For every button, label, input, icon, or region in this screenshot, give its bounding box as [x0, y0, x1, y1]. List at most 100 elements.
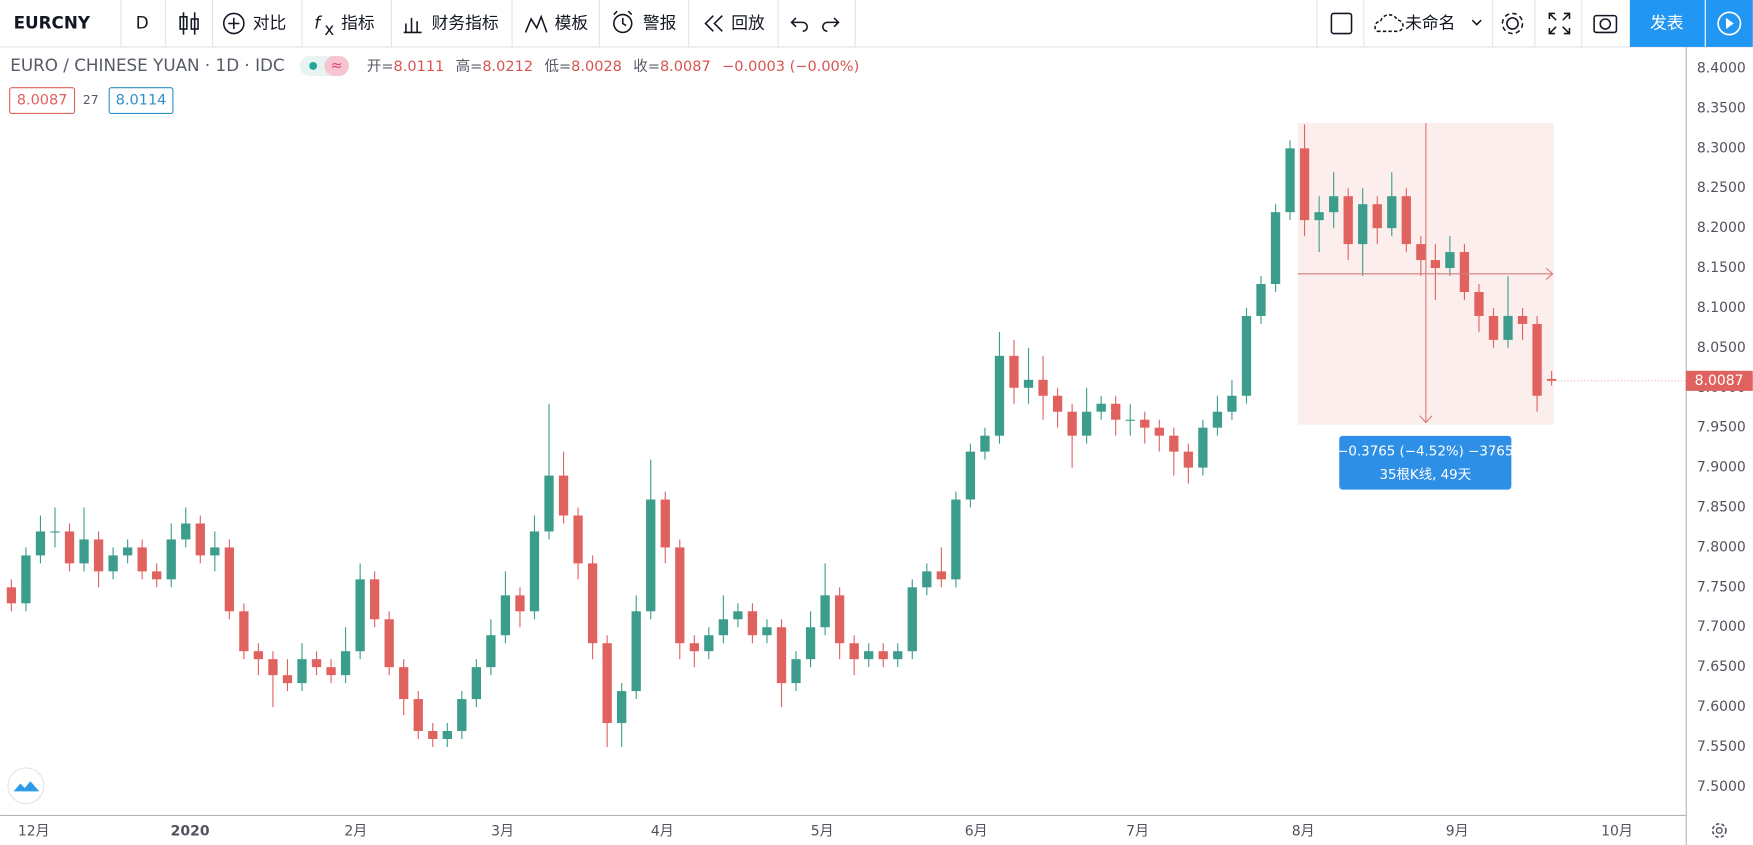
candle-body: [500, 595, 511, 636]
ask-box: [108, 87, 174, 115]
candle-body: [152, 571, 162, 580]
candle-body: [747, 611, 758, 636]
replay-button[interactable]: 回放: [731, 12, 765, 32]
y-tick-label: 8.1500: [1697, 260, 1746, 276]
x-tick-label: 7月: [1126, 824, 1149, 840]
fullscreen-button[interactable]: [1548, 12, 1571, 35]
axis-settings-center: [1715, 827, 1723, 834]
candle-body: [268, 659, 278, 676]
templates-button[interactable]: 模板: [555, 12, 589, 32]
y-tick-label: 7.7000: [1697, 619, 1746, 635]
publish-label[interactable]: 发表: [1650, 12, 1684, 32]
candle-body: [122, 547, 133, 556]
candle-body: [980, 435, 990, 452]
y-tick-label: 7.6500: [1697, 659, 1746, 675]
ohlc-legend: 开=8.0111 高=8.0212 低=8.0028 收=8.0087 −0.0…: [367, 58, 859, 75]
interval-button[interactable]: D: [136, 12, 149, 32]
candle-body: [137, 547, 147, 572]
layout-dropdown[interactable]: [1471, 19, 1482, 26]
candle-body: [689, 643, 699, 652]
candle-body: [1256, 284, 1266, 316]
y-tick-label: 7.5500: [1697, 739, 1746, 755]
fullscreen-select-button[interactable]: [1330, 12, 1353, 35]
x-tick-label: 8月: [1292, 824, 1315, 840]
logo[interactable]: [7, 767, 45, 805]
candle-body: [776, 627, 787, 684]
candle-body: [79, 539, 89, 564]
candle-body: [428, 731, 438, 739]
candle-body: [646, 499, 656, 612]
chart-area: −0.3765 (−4.52%) −3765 35根K线, 49天 EURO /…: [0, 46, 1753, 845]
spread: 27: [83, 93, 99, 107]
series-title: EURO / CHINESE YUAN · 1D · IDC: [10, 55, 284, 75]
symbol-button[interactable]: EURCNY: [14, 12, 91, 32]
candle-body: [544, 475, 554, 532]
candle-body: [864, 651, 874, 660]
candle-body: [617, 691, 627, 724]
candle-body: [907, 587, 917, 652]
candles: [6, 124, 1557, 747]
candle-body: [1343, 196, 1353, 245]
snapshot-button[interactable]: [1593, 14, 1618, 34]
candle-body: [195, 523, 205, 556]
x-tick-label: 6月: [965, 824, 988, 840]
candle-body: [602, 643, 612, 724]
candle-body: [704, 635, 714, 652]
settings-button[interactable]: [1506, 17, 1519, 30]
candle-body: [1241, 315, 1252, 396]
candle-body: [573, 515, 583, 564]
ask-price: 8.0114: [116, 93, 167, 109]
compare-button[interactable]: 对比: [253, 12, 287, 32]
candle-body: [878, 651, 888, 660]
indicators-icon-x: x: [324, 19, 334, 39]
low-label: 低=: [544, 58, 571, 75]
change-value: −0.0003 (−0.00%): [722, 59, 859, 75]
candle-body: [1430, 260, 1441, 269]
candle-body: [805, 627, 816, 660]
candle-body: [1329, 196, 1339, 213]
candle-body: [1154, 427, 1164, 436]
candle-body: [239, 611, 249, 652]
x-tick-label: 2月: [344, 824, 367, 840]
y-tick-label: 7.9500: [1697, 420, 1746, 436]
delayed-icon: ≈: [331, 58, 343, 74]
high-value: 8.0212: [482, 59, 533, 75]
candle-body: [6, 587, 17, 604]
undo-button[interactable]: [790, 17, 808, 33]
candle-body: [675, 547, 685, 644]
cloud-icon: [1374, 14, 1404, 33]
candle-body: [791, 659, 801, 684]
redo-button[interactable]: [822, 17, 840, 33]
candle-body: [311, 659, 322, 668]
chart-style-button[interactable]: [179, 12, 199, 35]
axis-settings-button[interactable]: [1711, 822, 1727, 838]
x-tick-label: 3月: [491, 824, 514, 840]
candle-body: [1023, 379, 1034, 388]
candle-body: [1212, 411, 1223, 428]
logo-mark: [13, 781, 40, 792]
y-tick-label: 8.1000: [1697, 300, 1746, 316]
candle-body: [1299, 148, 1310, 221]
alerts-icon-hands: [613, 10, 633, 27]
candle-body: [93, 539, 104, 572]
candle-body: [457, 699, 467, 732]
financials-button[interactable]: 财务指标: [432, 12, 499, 32]
candle-body: [1111, 403, 1121, 420]
publish-button[interactable]: [1629, 0, 1705, 47]
y-tick-label: 8.4000: [1697, 60, 1746, 76]
side-panel-icon: [1717, 11, 1742, 36]
y-tick-label: 8.3000: [1697, 140, 1746, 156]
y-tick-label: 7.8000: [1697, 539, 1746, 555]
candle-body: [1488, 315, 1499, 340]
indicators-button[interactable]: 指标: [341, 12, 375, 32]
y-tick-label: 7.7500: [1697, 579, 1746, 595]
alerts-button[interactable]: 警报: [643, 12, 677, 32]
candle-body: [326, 667, 336, 676]
y-tick-label: 8.0500: [1697, 340, 1746, 356]
layout-name-button[interactable]: 未命名: [1405, 12, 1455, 32]
candle-body: [1081, 411, 1092, 436]
snapshot-lens: [1599, 18, 1612, 30]
settings-button-ring[interactable]: [1501, 12, 1524, 35]
measure-change: −0.3765 (−4.52%) −3765: [1337, 445, 1513, 460]
